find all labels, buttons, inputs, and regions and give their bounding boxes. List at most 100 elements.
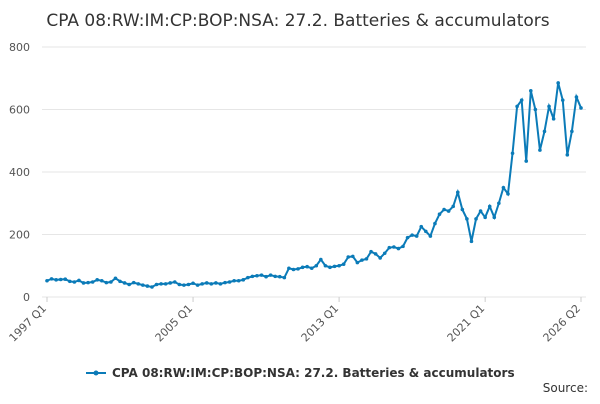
point xyxy=(109,280,113,284)
point xyxy=(355,260,360,265)
point xyxy=(259,273,264,277)
point xyxy=(291,267,296,272)
point xyxy=(392,245,396,249)
point xyxy=(451,204,456,209)
point xyxy=(195,283,200,287)
point xyxy=(177,282,182,287)
point xyxy=(405,235,410,240)
point xyxy=(54,278,58,282)
point xyxy=(250,274,255,279)
point xyxy=(574,95,579,99)
point xyxy=(150,285,154,289)
point xyxy=(382,251,387,256)
point xyxy=(81,281,86,285)
point xyxy=(437,212,442,216)
point xyxy=(369,249,373,254)
point xyxy=(337,263,341,268)
point xyxy=(396,246,401,251)
point xyxy=(341,262,346,266)
point xyxy=(282,275,287,280)
point xyxy=(223,280,227,285)
point xyxy=(168,281,173,285)
point xyxy=(77,278,81,283)
point xyxy=(209,282,214,286)
point xyxy=(465,217,469,221)
point xyxy=(118,279,122,284)
x-tick-label: 2026 Q2 xyxy=(541,302,584,345)
point xyxy=(113,276,118,281)
point xyxy=(305,264,309,269)
point xyxy=(524,159,529,163)
point xyxy=(95,278,100,282)
point xyxy=(373,252,378,256)
x-tick-label: 2005 Q1 xyxy=(153,302,196,345)
y-tick-label: 800 xyxy=(9,41,30,54)
point xyxy=(364,257,369,261)
point xyxy=(241,278,246,282)
point xyxy=(419,224,424,229)
point xyxy=(556,81,560,85)
y-tick-label: 0 xyxy=(23,291,30,304)
point xyxy=(163,282,168,286)
point xyxy=(300,265,305,270)
point xyxy=(469,239,474,244)
point xyxy=(378,256,382,260)
point xyxy=(159,282,163,286)
point xyxy=(460,207,465,212)
point xyxy=(478,209,483,213)
point xyxy=(227,280,232,284)
point xyxy=(86,280,90,285)
point xyxy=(323,263,328,268)
point xyxy=(154,282,159,287)
point xyxy=(455,190,460,195)
point xyxy=(487,204,492,209)
point xyxy=(428,234,433,238)
point xyxy=(204,281,209,285)
x-tick-label: 2021 Q1 xyxy=(445,302,488,345)
point xyxy=(474,217,478,221)
point xyxy=(63,277,68,281)
point xyxy=(136,282,141,286)
point xyxy=(145,284,150,288)
point xyxy=(273,274,278,279)
point xyxy=(492,215,497,220)
source: Source: xyxy=(543,381,588,395)
point xyxy=(214,281,218,285)
legend-marker xyxy=(93,370,99,376)
point xyxy=(58,277,63,282)
point xyxy=(127,282,131,287)
point xyxy=(319,257,323,262)
point xyxy=(401,244,405,249)
point xyxy=(314,263,319,268)
point xyxy=(182,283,186,287)
chart-title: CPA 08:RW:IM:CP:BOP:NSA: 27.2. Batteries… xyxy=(46,11,549,31)
point xyxy=(264,274,268,279)
point xyxy=(332,264,337,269)
y-tick-label: 600 xyxy=(9,104,30,117)
point xyxy=(433,221,437,226)
point xyxy=(510,151,515,156)
point xyxy=(255,273,259,278)
point xyxy=(246,275,250,280)
point xyxy=(570,129,574,134)
point xyxy=(560,98,565,102)
point xyxy=(131,280,136,285)
point xyxy=(542,129,547,134)
point xyxy=(186,282,191,287)
point xyxy=(328,265,332,270)
point xyxy=(579,106,583,110)
point xyxy=(141,283,145,287)
point xyxy=(497,201,501,206)
point xyxy=(547,104,551,109)
x-tick-label: 1997 Q1 xyxy=(7,302,50,345)
point xyxy=(528,88,533,93)
point xyxy=(565,153,570,157)
point xyxy=(104,280,109,285)
point xyxy=(268,273,273,277)
point xyxy=(350,254,355,259)
point xyxy=(191,281,195,286)
point xyxy=(99,278,104,283)
point xyxy=(446,209,451,213)
point xyxy=(410,233,414,237)
